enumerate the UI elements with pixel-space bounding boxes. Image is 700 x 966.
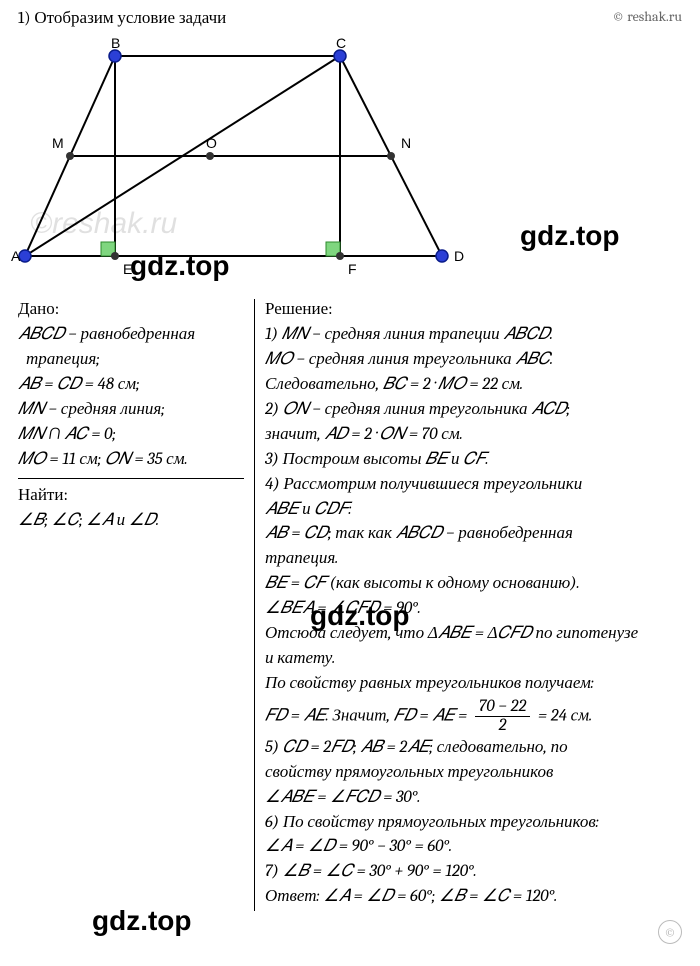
frac-den: 2 xyxy=(475,717,530,735)
find-label: Найти: xyxy=(18,485,244,508)
solution-line: 7) ∠𝐵 = ∠𝐶 = 30° + 90° = 120°. xyxy=(265,861,682,884)
svg-text:F: F xyxy=(348,261,357,277)
watermark-gdz-3: gdz.top xyxy=(310,600,410,632)
watermark-reshak: ©reshak.ru xyxy=(30,207,177,241)
solution-line: ∠𝐴 = ∠𝐷 = 90° − 30° = 60°. xyxy=(265,836,682,859)
given-line: 𝐴𝐵𝐶𝐷 − равнобедренная xyxy=(18,324,244,347)
solution-line: ∠𝐴𝐵𝐸 = ∠𝐹𝐶𝐷 = 30°. xyxy=(265,787,682,810)
given-line: 𝑀𝑂 = 11 см; 𝑂𝑁 = 35 см. xyxy=(18,449,244,472)
copyright-icon: © xyxy=(658,920,682,944)
watermark-gdz-4: gdz.top xyxy=(92,905,192,937)
solution-line: 2) 𝑂𝑁 − средняя линия треугольника 𝐴𝐶𝐷; xyxy=(265,399,682,422)
frac-num: 70 − 22 xyxy=(475,698,530,717)
watermark-gdz-2: gdz.top xyxy=(520,220,620,252)
solution-line: 3) Построим высоты 𝐵𝐸 и 𝐶𝐹. xyxy=(265,449,682,472)
svg-text:D: D xyxy=(454,248,464,264)
step-title: 1) Отобразим условие задачи xyxy=(18,8,226,28)
given-divider xyxy=(18,478,244,479)
solution-line: 6) По свойству прямоугольных треугольник… xyxy=(265,812,682,835)
find-value: ∠𝐵; ∠𝐶; ∠𝐴 и ∠𝐷. xyxy=(18,510,244,533)
svg-text:N: N xyxy=(401,135,411,151)
solution-line: 𝐵𝐸 = 𝐶𝐹 (как высоты к одному основанию). xyxy=(265,573,682,596)
given-line: 𝑀𝑁 − средняя линия; xyxy=(18,399,244,422)
svg-text:O: O xyxy=(206,135,217,151)
solution-line: значит, 𝐴𝐷 = 2 · 𝑂𝑁 = 70 см. xyxy=(265,424,682,447)
solution-line: По свойству равных треугольников получае… xyxy=(265,673,682,696)
solution-line: Следовательно, 𝐵𝐶 = 2 · 𝑀𝑂 = 22 см. xyxy=(265,374,682,397)
watermark-gdz-1: gdz.top xyxy=(130,250,230,282)
diagram-container: ABCDMONEF ©reshak.ru gdz.top gdz.top xyxy=(0,32,700,291)
solution-label: Решение: xyxy=(265,299,682,322)
solution-line: Ответ: ∠𝐴 = ∠𝐷 = 60°; ∠𝐵 = ∠𝐶 = 120°. xyxy=(265,886,682,909)
frac-post: = 24 см. xyxy=(538,706,592,725)
svg-text:C: C xyxy=(336,36,346,51)
given-line: 𝑀𝑁 ∩ 𝐴𝐶 = 0; xyxy=(18,424,244,447)
solution-line: 1) 𝑀𝑁 − средняя линия трапеции 𝐴𝐵𝐶𝐷. xyxy=(265,324,682,347)
solution-line: трапеция. xyxy=(265,548,682,571)
solution-line: 𝐴𝐵 = 𝐶𝐷; так как 𝐴𝐵𝐶𝐷 − равнобедренная xyxy=(265,523,682,546)
fraction: 70 − 22 2 xyxy=(475,698,530,735)
given-line: 𝐴𝐵 = 𝐶𝐷 = 48 см; xyxy=(18,374,244,397)
frac-pre: 𝐹𝐷 = 𝐴𝐸. Значит, 𝐹𝐷 = 𝐴𝐸 = xyxy=(265,706,471,725)
svg-text:B: B xyxy=(111,36,120,51)
given-column: Дано: 𝐴𝐵𝐶𝐷 − равнобедренная трапеция;𝐴𝐵 … xyxy=(18,299,254,911)
solution-line: 5) 𝐶𝐷 = 2𝐹𝐷; 𝐴𝐵 = 2𝐴𝐸; следовательно, по xyxy=(265,737,682,760)
solution-frac-line: 𝐹𝐷 = 𝐴𝐸. Значит, 𝐹𝐷 = 𝐴𝐸 = 70 − 22 2 = 2… xyxy=(265,698,682,735)
solution-line: 𝑀𝑂 − средняя линия треугольника 𝐴𝐵𝐶. xyxy=(265,349,682,372)
given-label: Дано: xyxy=(18,299,244,322)
solution-line: 𝐴𝐵𝐸 и 𝐶𝐷𝐹: xyxy=(265,499,682,522)
svg-text:A: A xyxy=(11,248,21,264)
solution-line: 4) Рассмотрим получившиеся треугольники xyxy=(265,474,682,497)
given-line: трапеция; xyxy=(18,349,244,372)
copyright-text: © reshak.ru xyxy=(612,8,682,28)
svg-text:M: M xyxy=(52,135,64,151)
trapezoid-diagram: ABCDMONEF xyxy=(0,36,700,291)
solution-line: и катету. xyxy=(265,648,682,671)
solution-line: свойству прямоугольных треугольников xyxy=(265,762,682,785)
